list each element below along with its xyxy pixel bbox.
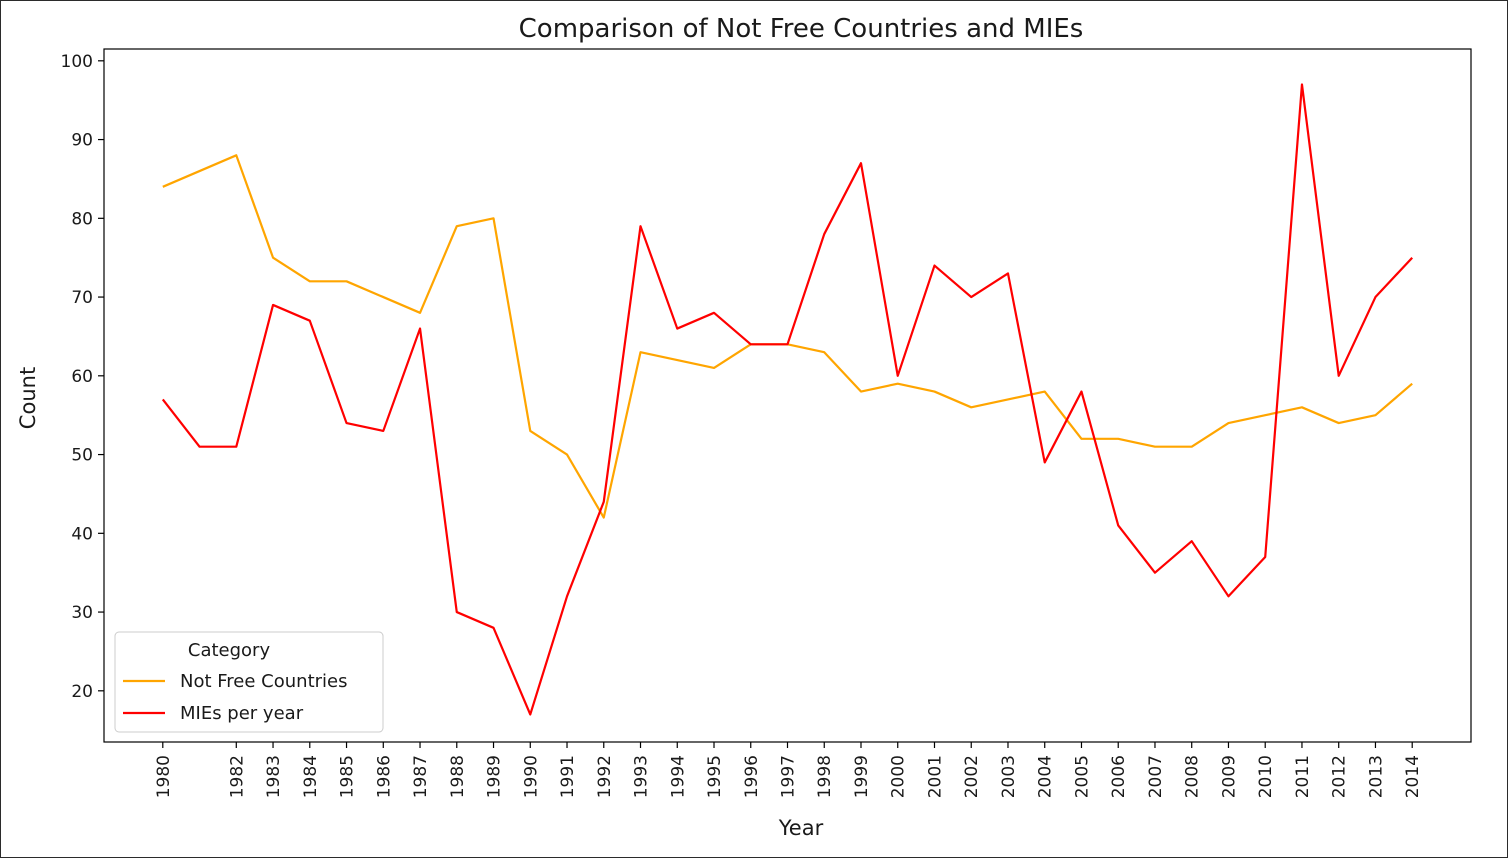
y-tick-label: 90: [71, 131, 93, 151]
y-tick-label: 30: [71, 603, 93, 623]
x-tick-label: 1997: [779, 755, 799, 798]
x-tick-label: 1982: [227, 755, 247, 798]
x-tick-label: 2006: [1109, 755, 1129, 798]
x-tick-label: 2000: [889, 755, 909, 798]
x-tick-label: 1998: [815, 755, 835, 798]
legend-entry-label: MIEs per year: [180, 703, 304, 724]
x-tick-label: 2003: [999, 755, 1019, 798]
x-tick-label: 1984: [301, 755, 321, 798]
x-tick-label: 1999: [852, 755, 872, 798]
x-tick-label: 1991: [558, 755, 578, 798]
x-tick-label: 1983: [264, 755, 284, 798]
x-tick-label: 1995: [705, 755, 725, 798]
series-line-mies-per-year: [161, 83, 1414, 716]
x-tick-label: 2014: [1403, 755, 1423, 798]
plot-area: 20 30 40 50 60 70 80 90 100 1980 1982 1983 1984 1985 1…: [61, 48, 1472, 798]
x-tick-label: 2004: [1036, 755, 1056, 798]
y-tick-label: 60: [71, 367, 93, 387]
series-line-not-free-countries: [162, 154, 1413, 519]
legend: Category Not Free Countries MIEs per year: [114, 631, 384, 733]
x-tick-label: 2009: [1219, 755, 1239, 798]
x-tick-label: 2010: [1256, 755, 1276, 798]
x-tick-label: 1988: [448, 755, 468, 798]
x-axis-label: Year: [778, 816, 824, 840]
x-tick-label: 2007: [1146, 755, 1166, 798]
x-tick-label: 2001: [925, 755, 945, 798]
x-tick-label: 2011: [1293, 755, 1313, 798]
x-tick-label: 1987: [411, 755, 431, 798]
legend-entry-label: Not Free Countries: [180, 671, 347, 692]
x-tick-label: 1989: [485, 755, 505, 798]
x-tick-label: 1985: [338, 755, 358, 798]
x-tick-label: 2013: [1366, 755, 1386, 798]
x-tick-label: 1996: [742, 755, 762, 798]
y-tick-label: 80: [71, 209, 93, 229]
y-tick-label: 100: [61, 52, 93, 72]
x-tick-label: 1980: [154, 755, 174, 798]
x-tick-label: 1992: [595, 755, 615, 798]
y-axis-label: Count: [16, 367, 40, 429]
x-tick-label: 1993: [632, 755, 652, 798]
x-tick-label: 2002: [962, 755, 982, 798]
x-tick-label: 1986: [374, 755, 394, 798]
x-tick-label: 2005: [1072, 755, 1092, 798]
x-tick-label: 2008: [1183, 755, 1203, 798]
y-tick-label: 50: [71, 446, 93, 466]
y-tick-label: 40: [71, 524, 93, 544]
x-tick-label: 1994: [668, 755, 688, 798]
legend-title: Category: [188, 640, 271, 661]
legend-box: [114, 631, 384, 733]
y-tick-label: 20: [71, 682, 93, 702]
y-tick-label: 70: [71, 288, 93, 308]
x-tick-label: 1990: [521, 755, 541, 798]
x-tick-label: 2012: [1330, 755, 1350, 798]
chart-title: Comparison of Not Free Countries and MIE…: [519, 14, 1084, 44]
